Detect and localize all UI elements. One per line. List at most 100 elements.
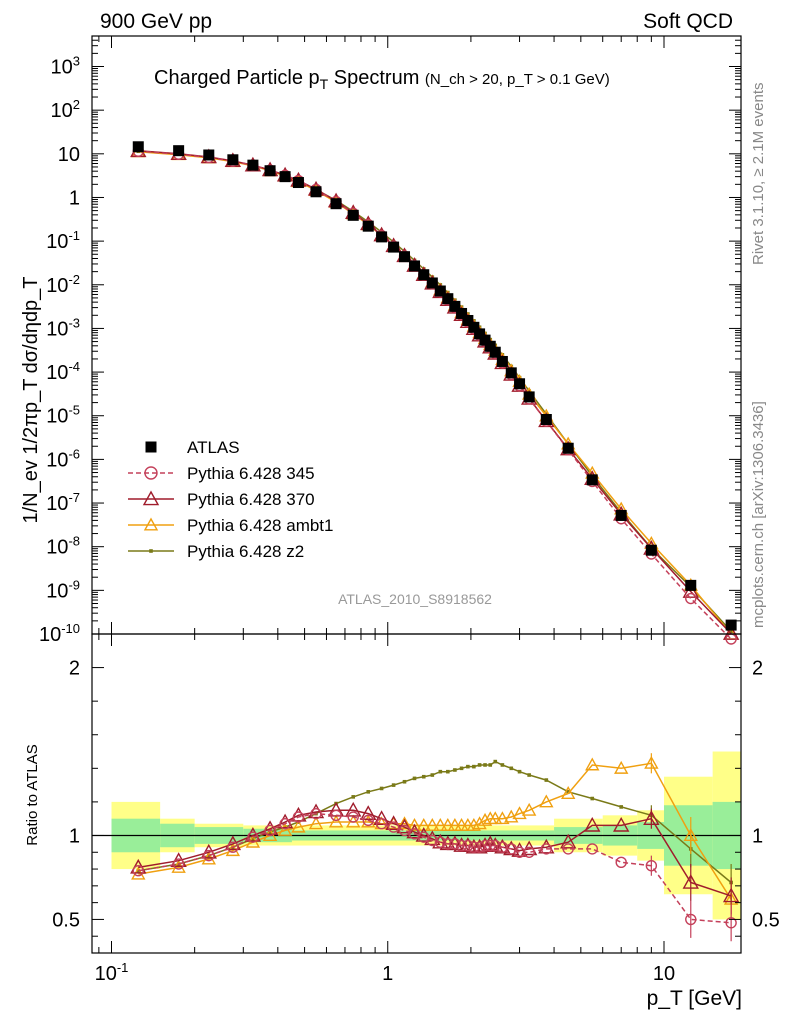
ratio-point bbox=[328, 814, 344, 828]
ratio-y-axis-label: Ratio to ATLAS bbox=[24, 744, 41, 845]
legend-marker bbox=[142, 490, 160, 506]
x-tick-label: 10-1 bbox=[95, 960, 129, 985]
legend-label: Pythia 6.428 ambt1 bbox=[187, 516, 333, 535]
ratio-point bbox=[397, 816, 412, 830]
data-point bbox=[540, 413, 552, 425]
ratio-point bbox=[430, 773, 435, 777]
ratio-point bbox=[373, 810, 390, 825]
ratio-point bbox=[561, 786, 576, 799]
y-tick-label: 10-8 bbox=[46, 534, 80, 559]
ratio-point bbox=[425, 817, 440, 831]
ratio-point bbox=[136, 868, 141, 873]
ratio-point bbox=[310, 807, 322, 820]
ratio-point bbox=[387, 821, 400, 833]
legend-label: Pythia 6.428 370 bbox=[187, 490, 315, 509]
legend-label: ATLAS bbox=[187, 438, 240, 457]
ratio-point bbox=[330, 809, 342, 822]
data-point bbox=[496, 355, 508, 367]
ratio-point bbox=[584, 816, 601, 832]
ratio-point bbox=[227, 841, 239, 853]
legend-marker bbox=[145, 441, 157, 453]
data-point bbox=[484, 340, 496, 352]
ratio-point bbox=[261, 820, 279, 836]
y-tick-label: 102 bbox=[51, 97, 80, 122]
ratio-point bbox=[496, 841, 509, 853]
y-tick-label-right: 2 bbox=[752, 658, 763, 680]
y-tick-label: 10-3 bbox=[46, 315, 80, 340]
ratio-point bbox=[455, 839, 468, 852]
ratio-point bbox=[488, 763, 493, 767]
ratio-point bbox=[493, 759, 498, 764]
ratio-point bbox=[438, 769, 443, 774]
series-line bbox=[138, 150, 732, 635]
data-point bbox=[434, 285, 446, 297]
data-point bbox=[682, 583, 699, 598]
ratio-point bbox=[268, 830, 272, 834]
y-tick-label: 10-2 bbox=[46, 272, 80, 297]
y-tick-label: 10-6 bbox=[46, 446, 80, 471]
ratio-point bbox=[172, 858, 185, 870]
ratio-point bbox=[360, 805, 377, 820]
x-tick-label: 10 bbox=[653, 963, 675, 985]
ratio-point bbox=[290, 806, 307, 822]
y-tick-label: 10-9 bbox=[46, 577, 80, 602]
data-point bbox=[474, 328, 486, 340]
ratio-point bbox=[375, 818, 388, 830]
data-point bbox=[376, 231, 388, 243]
data-point bbox=[310, 186, 322, 198]
data-point bbox=[399, 251, 411, 263]
ratio-series-line bbox=[138, 812, 732, 924]
y-tick-label-right: 1 bbox=[752, 825, 763, 847]
ratio-point bbox=[468, 841, 480, 853]
data-point bbox=[685, 579, 697, 591]
ratio-point bbox=[307, 803, 325, 819]
ratio-point bbox=[292, 811, 305, 823]
main-plot-area bbox=[130, 141, 740, 645]
main-y-axis-label: 1/N_ev 1/2πp_T dσ/dηdp_T bbox=[20, 276, 42, 523]
ratio-point bbox=[291, 819, 306, 833]
ratio-point bbox=[538, 838, 555, 854]
ratio-point bbox=[277, 822, 293, 836]
ratio-point bbox=[347, 811, 359, 823]
ratio-point bbox=[453, 768, 457, 772]
y-tick-label: 10 bbox=[58, 144, 80, 166]
data-point bbox=[722, 625, 740, 640]
ratio-series-line bbox=[138, 762, 732, 900]
ratio-point bbox=[527, 773, 531, 777]
main-x-ticks bbox=[98, 36, 665, 634]
ratio-point bbox=[472, 764, 476, 769]
y-tick-label: 10-1 bbox=[46, 228, 80, 253]
ratio-point bbox=[440, 817, 456, 831]
y-tick-label-right: 0.5 bbox=[752, 909, 780, 931]
main-panel: 10-10 10-9 10-8 10-7 10-6 10-5 10-4 10-3 10-2 10-… bbox=[20, 35, 742, 646]
data-point bbox=[456, 307, 468, 319]
x-tick-label: 1 bbox=[382, 963, 393, 985]
ratio-panel: 0.5 0.5 1 1 2 2 10-1 1 10 Ratio to ATLAS p_T [G… bbox=[24, 633, 780, 1010]
ratio-point bbox=[449, 838, 461, 850]
ratio-point bbox=[421, 774, 426, 779]
ratio-point bbox=[544, 778, 549, 782]
ratio-point bbox=[483, 763, 487, 767]
legend-label: Pythia 6.428 345 bbox=[187, 464, 315, 483]
ratio-point bbox=[407, 817, 422, 831]
series-line bbox=[138, 150, 732, 640]
ratio-point bbox=[434, 836, 447, 848]
ratio-point bbox=[509, 766, 514, 771]
data-point bbox=[505, 367, 517, 379]
ratio-point bbox=[477, 763, 482, 767]
ratio-point bbox=[398, 824, 411, 837]
ratio-point bbox=[489, 839, 501, 852]
ratio-point bbox=[366, 790, 371, 794]
data-point bbox=[725, 619, 737, 631]
ratio-point bbox=[614, 760, 629, 774]
ratio-point bbox=[562, 843, 574, 855]
ratio-point bbox=[412, 776, 417, 781]
ratio-point bbox=[539, 794, 554, 808]
ratio-point bbox=[406, 823, 423, 839]
data-point bbox=[247, 159, 259, 171]
data-point bbox=[523, 391, 535, 403]
analysis-id-label: ATLAS_2010_S8918562 bbox=[338, 591, 492, 607]
ratio-point bbox=[482, 835, 499, 851]
ratio-point bbox=[276, 813, 294, 829]
ratio-point bbox=[379, 786, 384, 791]
